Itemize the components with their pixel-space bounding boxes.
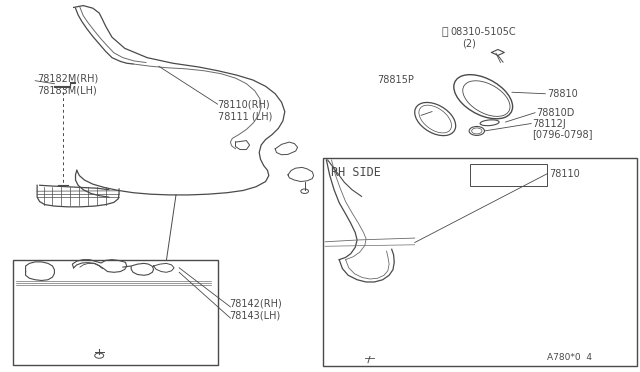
Text: 78182M(RH): 78182M(RH)	[37, 73, 99, 83]
Bar	[470, 164, 547, 186]
Text: RH SIDE: RH SIDE	[331, 167, 381, 179]
Text: 78810D: 78810D	[536, 108, 575, 118]
Text: 08310-5105C: 08310-5105C	[450, 27, 516, 37]
Text: 78810: 78810	[547, 89, 578, 99]
Text: 78110: 78110	[549, 169, 580, 179]
Text: 78111 (LH): 78111 (LH)	[218, 111, 272, 121]
Text: Ⓢ: Ⓢ	[442, 27, 448, 37]
Bar	[13, 260, 218, 365]
Text: 78112J: 78112J	[532, 119, 566, 128]
Text: 78815P: 78815P	[378, 75, 415, 85]
Text: 78142(RH): 78142(RH)	[229, 298, 282, 308]
Bar	[323, 158, 637, 366]
Text: 78143(LH): 78143(LH)	[229, 311, 280, 320]
Text: A780*0  4: A780*0 4	[547, 353, 592, 362]
Text: [0796-0798]: [0796-0798]	[532, 129, 593, 139]
Text: 78110(RH): 78110(RH)	[218, 99, 270, 109]
Text: 78183M(LH): 78183M(LH)	[37, 85, 97, 95]
Text: (2): (2)	[462, 39, 476, 49]
